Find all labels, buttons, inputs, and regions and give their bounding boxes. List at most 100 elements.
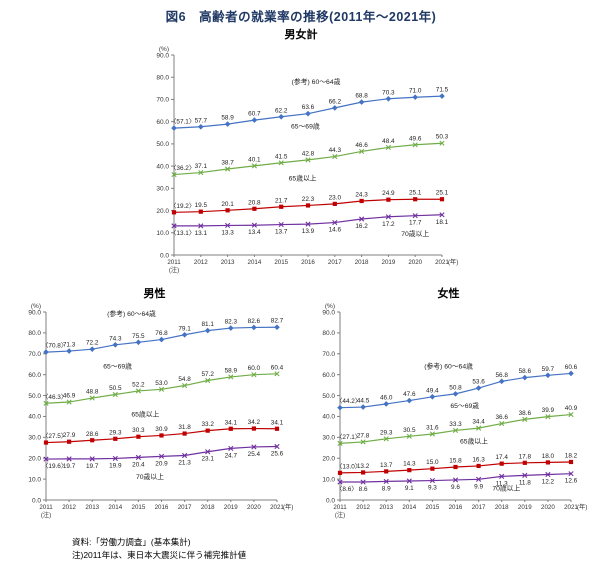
x-marker — [383, 436, 389, 442]
data-label: 58.9 — [225, 367, 238, 374]
data-label: 50.3 — [436, 134, 449, 141]
x-marker — [385, 144, 391, 151]
y-tick-label: 90.0 — [28, 309, 41, 316]
x-tick-label: 2015 — [274, 259, 288, 266]
x-marker — [278, 221, 284, 228]
x-tick-label: 2021 — [270, 504, 284, 511]
data-label: 13.4 — [248, 229, 261, 236]
data-label: 29.3 — [109, 429, 122, 436]
data-label: 16.3 — [472, 456, 485, 463]
data-label: 40.9 — [565, 405, 578, 412]
x-note-label: (注) — [41, 511, 51, 519]
data-label: 52.2 — [132, 381, 145, 388]
data-label: 25.4 — [248, 451, 261, 458]
data-label: 44.5 — [357, 398, 370, 405]
data-label: 28.6 — [86, 431, 99, 438]
data-label: 20.4 — [132, 461, 145, 468]
data-label: 42.8 — [302, 150, 315, 157]
data-label: 19.7 — [86, 463, 99, 470]
data-label: 9.9 — [474, 483, 483, 490]
square-marker — [67, 439, 72, 444]
x-marker — [198, 169, 204, 176]
x-marker — [171, 223, 177, 229]
x-marker — [412, 213, 418, 219]
chart-total-plot: 0.010.020.030.040.050.060.070.080.090.0(… — [156, 46, 458, 274]
square-marker — [251, 426, 256, 431]
data-label: 59.7 — [542, 366, 555, 373]
x-marker — [359, 216, 365, 222]
y-tick-label: 70.0 — [156, 97, 169, 104]
data-label: 〈13.1〉 — [170, 230, 195, 237]
data-label: 24.3 — [355, 192, 368, 199]
x-note-label: (注) — [335, 511, 345, 519]
x-tick-label: 2019 — [224, 504, 238, 511]
x-tick-label: 2011 — [167, 259, 181, 266]
diamond-marker — [204, 327, 211, 334]
x-tick-label: 2015 — [132, 504, 146, 511]
chart-female-title: 女性 — [437, 288, 460, 300]
square-marker — [430, 466, 435, 471]
x-marker — [182, 382, 188, 389]
y-tick-label: 60.0 — [156, 119, 169, 126]
data-label: 13.1 — [195, 230, 208, 237]
data-label: 24.9 — [382, 190, 395, 197]
square-marker — [453, 464, 458, 470]
data-label: 50.8 — [449, 384, 462, 391]
square-marker — [332, 201, 337, 206]
data-label: 40.1 — [248, 156, 261, 163]
series-label: (参考) 60〜64歳 — [292, 77, 341, 86]
x-marker — [274, 371, 280, 377]
data-label: 27.8 — [357, 432, 370, 439]
data-label: 70.3 — [382, 89, 395, 96]
square-marker — [136, 434, 141, 439]
square-marker — [90, 438, 95, 443]
data-label: 71.3 — [63, 342, 76, 349]
x-unit-label: (年) — [283, 503, 293, 511]
data-label: 17.8 — [519, 453, 532, 460]
x-tick-label: 2014 — [108, 504, 122, 511]
diamond-marker — [274, 324, 280, 331]
diamond-marker — [66, 348, 72, 354]
data-label: 53.0 — [155, 380, 168, 387]
data-label: 18.2 — [565, 452, 578, 459]
chart-total: 男女計 0.0 10.0 20.0 30.0 40.0 50.0 60.0 70.0 80.0 9… — [136, 27, 466, 285]
diamond-marker — [439, 93, 445, 99]
diamond-marker — [171, 125, 177, 131]
data-label: 54.8 — [178, 376, 191, 383]
x-marker — [545, 471, 551, 478]
diamond-marker — [158, 336, 165, 343]
data-label: 62.2 — [275, 107, 288, 114]
data-label: 34.2 — [248, 419, 261, 426]
figure-title: 図6 高齢者の就業率の推移(2011年〜2021年) — [165, 10, 437, 24]
square-marker — [205, 428, 210, 433]
x-marker — [43, 400, 49, 406]
diamond-marker — [251, 324, 257, 331]
y-tick-label: 40.0 — [322, 414, 335, 421]
y-tick-label: 30.0 — [28, 435, 41, 442]
x-marker — [332, 219, 338, 226]
diamond-marker — [112, 341, 119, 348]
data-label: 15.0 — [426, 459, 439, 466]
data-label: 25.1 — [409, 190, 422, 197]
y-tick-label: 50.0 — [322, 393, 335, 400]
x-marker — [383, 478, 389, 484]
data-label: 60.7 — [248, 111, 261, 118]
y-tick-label: 50.0 — [156, 141, 169, 148]
series-line-3 — [45, 445, 278, 460]
square-marker — [407, 468, 412, 473]
data-label: 〈36.2〉 — [170, 165, 195, 172]
y-tick-label: 30.0 — [156, 186, 169, 193]
data-label: 21.7 — [275, 197, 288, 204]
data-label: 49.6 — [409, 135, 422, 142]
y-tick-label: 70.0 — [28, 351, 41, 358]
x-marker — [305, 221, 311, 227]
data-label: 63.6 — [302, 104, 315, 111]
x-tick-label: 2021 — [564, 504, 578, 511]
diamond-marker — [251, 117, 258, 123]
data-label: 44.3 — [329, 147, 342, 154]
x-marker — [360, 439, 366, 445]
data-label: 〈19.2〉 — [170, 203, 195, 210]
x-marker — [545, 414, 551, 420]
data-label: 46.9 — [63, 393, 76, 400]
x-tick-label: 2017 — [472, 504, 486, 511]
